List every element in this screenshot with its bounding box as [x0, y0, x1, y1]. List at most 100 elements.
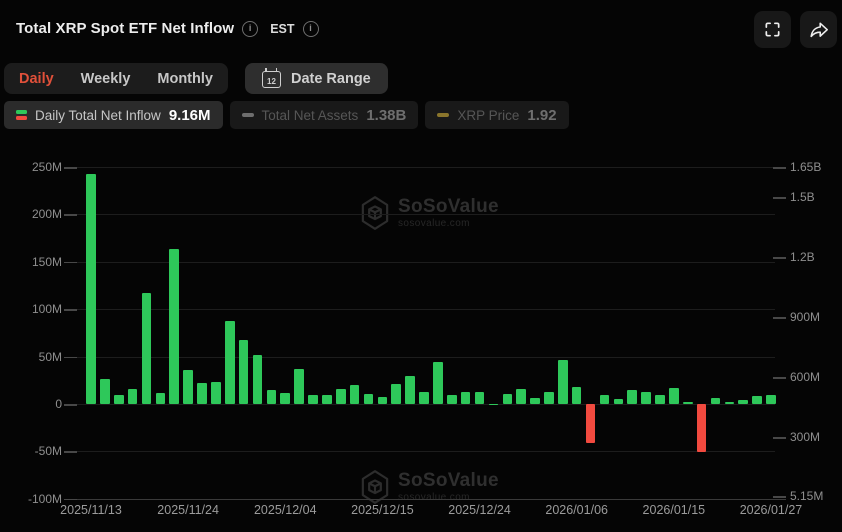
inflow-bar[interactable] — [183, 369, 193, 404]
inflow-bar[interactable] — [377, 397, 388, 404]
legend-item-net-assets[interactable]: Total Net Assets 1.38B — [229, 101, 419, 129]
y-axis-label-left: 150M — [31, 254, 62, 269]
x-axis-label: 2026/01/27 — [739, 503, 803, 517]
y-axis-label-right: 1.5B — [790, 190, 815, 205]
y-axis-label-right: 1.2B — [790, 250, 815, 265]
x-axis-label: 2025/12/15 — [351, 503, 414, 517]
inflow-bar[interactable] — [585, 404, 596, 443]
fullscreen-icon — [765, 22, 780, 37]
inflow-bar[interactable] — [335, 388, 346, 404]
inflow-bar[interactable] — [516, 388, 526, 404]
inflow-bar[interactable] — [682, 402, 693, 404]
left-tick-mark — [64, 356, 77, 359]
left-tick-mark — [64, 167, 77, 169]
right-tick-mark — [773, 197, 786, 199]
fullscreen-button[interactable] — [754, 11, 791, 48]
left-tick-mark — [64, 498, 77, 501]
inflow-bar[interactable] — [197, 383, 207, 404]
inflow-bar[interactable] — [558, 360, 568, 404]
inflow-bar[interactable] — [641, 391, 651, 404]
dash-icon — [241, 113, 254, 117]
legend-item-xrp-price[interactable]: XRP Price 1.92 — [425, 101, 569, 129]
inflow-bar[interactable] — [655, 394, 665, 404]
inflow-bar[interactable] — [294, 368, 304, 404]
title-info-icon[interactable]: i — [242, 20, 259, 37]
x-axis-label: 2026/01/15 — [642, 503, 706, 517]
timezone-info-icon[interactable]: i — [302, 20, 319, 37]
inflow-bar[interactable] — [669, 388, 679, 404]
inflow-bar[interactable] — [86, 173, 96, 404]
inflow-bar[interactable] — [349, 385, 360, 404]
candle-icon — [16, 109, 27, 121]
inflow-bar[interactable] — [100, 379, 110, 404]
timezone-label: EST — [270, 21, 295, 36]
inflow-bar[interactable] — [391, 384, 402, 404]
inflow-bar[interactable] — [308, 394, 318, 404]
inflow-bar[interactable] — [544, 391, 554, 404]
inflow-bar[interactable] — [696, 404, 707, 453]
tab-monthly[interactable]: Monthly — [157, 70, 213, 87]
y-axis-label-left: 100M — [31, 302, 62, 317]
y-axis-label-left: 200M — [31, 207, 62, 222]
legend-value: 9.16M — [168, 106, 211, 124]
page-title: Total XRP Spot ETF Net Inflow — [16, 20, 235, 37]
inflow-bar[interactable] — [474, 391, 485, 404]
y-axis-label-right: 1.65B — [790, 160, 822, 175]
inflow-bar[interactable] — [627, 389, 637, 404]
legend-label: Daily Total Net Inflow — [35, 107, 161, 123]
inflow-bar[interactable] — [447, 394, 457, 404]
date-range-button[interactable]: 12 Date Range — [244, 63, 388, 94]
x-axis-label: 2025/11/13 — [60, 503, 122, 517]
tab-weekly[interactable]: Weekly — [80, 70, 131, 87]
inflow-bar[interactable] — [460, 391, 471, 404]
right-tick-mark — [773, 257, 786, 259]
legend-label: XRP Price — [457, 107, 520, 123]
share-button[interactable] — [800, 11, 837, 48]
inflow-bar[interactable] — [724, 401, 735, 404]
inflow-bar[interactable] — [169, 249, 180, 404]
inflow-bar[interactable] — [599, 395, 610, 404]
inflow-bar[interactable] — [752, 396, 762, 404]
inflow-bar[interactable] — [405, 375, 415, 404]
gridline — [64, 498, 786, 500]
inflow-bar[interactable] — [252, 354, 263, 404]
inflow-bar[interactable] — [766, 395, 776, 404]
inflow-bar[interactable] — [419, 391, 429, 404]
inflow-bar[interactable] — [322, 394, 332, 404]
y-axis-label-right: 5.15M — [790, 489, 824, 503]
legend-item-net-inflow[interactable]: Daily Total Net Inflow 9.16M — [4, 101, 223, 129]
inflow-bar[interactable] — [363, 393, 374, 404]
calendar-icon: 12 — [261, 68, 281, 88]
inflow-bar[interactable] — [613, 399, 624, 404]
gridline — [75, 214, 775, 216]
right-tick-mark — [773, 317, 786, 319]
inflow-bar[interactable] — [530, 398, 540, 404]
inflow-bar[interactable] — [141, 293, 152, 404]
left-tick-mark — [64, 214, 77, 216]
inflow-bar[interactable] — [155, 392, 166, 404]
y-axis-label-left: 0 — [55, 397, 62, 411]
left-tick-mark — [64, 261, 77, 264]
inflow-bar[interactable] — [571, 386, 582, 404]
tab-daily[interactable]: Daily — [19, 70, 54, 87]
gridline — [75, 167, 775, 168]
inflow-bar[interactable] — [238, 340, 249, 404]
x-axis-label: 2026/01/06 — [545, 503, 608, 517]
inflow-bar[interactable] — [710, 398, 721, 404]
inflow-bar[interactable] — [433, 362, 443, 404]
inflow-bar[interactable] — [502, 393, 513, 404]
toolbar: Daily Weekly Monthly 12 Date Range — [0, 63, 388, 94]
inflow-bar[interactable] — [738, 400, 748, 404]
inflow-bar[interactable] — [280, 392, 291, 404]
legend-value: 1.92 — [527, 106, 557, 124]
right-tick-mark — [773, 496, 786, 498]
inflow-bar[interactable] — [211, 382, 221, 404]
right-tick-mark — [773, 377, 786, 379]
inflow-bar[interactable] — [113, 394, 124, 404]
gridline — [75, 261, 775, 263]
inflow-bar[interactable] — [224, 320, 235, 404]
inflow-bar[interactable] — [127, 388, 138, 404]
inflow-bar[interactable] — [266, 389, 277, 404]
x-axis-label: 2025/12/24 — [448, 503, 511, 517]
y-axis-label-left: 250M — [31, 160, 62, 174]
